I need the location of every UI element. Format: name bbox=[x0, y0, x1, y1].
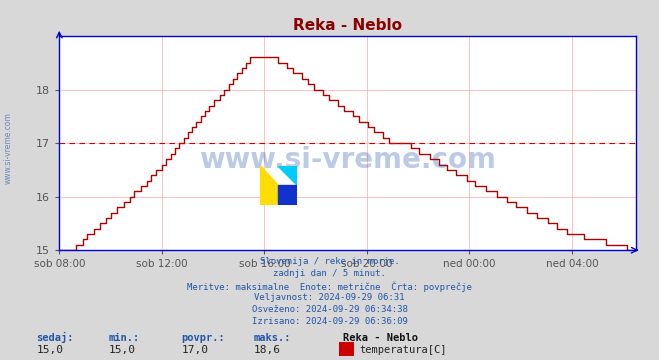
Text: povpr.:: povpr.: bbox=[181, 333, 225, 343]
Text: Veljavnost: 2024-09-29 06:31: Veljavnost: 2024-09-29 06:31 bbox=[254, 293, 405, 302]
Text: Osveženo: 2024-09-29 06:34:38: Osveženo: 2024-09-29 06:34:38 bbox=[252, 305, 407, 314]
Text: 17,0: 17,0 bbox=[181, 345, 208, 355]
Title: Reka - Neblo: Reka - Neblo bbox=[293, 18, 402, 33]
Text: www.si-vreme.com: www.si-vreme.com bbox=[4, 112, 13, 184]
Text: maks.:: maks.: bbox=[254, 333, 291, 343]
Text: zadnji dan / 5 minut.: zadnji dan / 5 minut. bbox=[273, 269, 386, 278]
Text: Slovenija / reke in morje.: Slovenija / reke in morje. bbox=[260, 257, 399, 266]
Text: sedaj:: sedaj: bbox=[36, 332, 74, 343]
Text: Izrisano: 2024-09-29 06:36:09: Izrisano: 2024-09-29 06:36:09 bbox=[252, 317, 407, 326]
Text: temperatura[C]: temperatura[C] bbox=[359, 345, 447, 355]
Text: www.si-vreme.com: www.si-vreme.com bbox=[199, 146, 496, 174]
Polygon shape bbox=[279, 166, 297, 185]
Text: Meritve: maksimalne  Enote: metrične  Črta: povprečje: Meritve: maksimalne Enote: metrične Črta… bbox=[187, 281, 472, 292]
Text: 15,0: 15,0 bbox=[109, 345, 136, 355]
Text: 18,6: 18,6 bbox=[254, 345, 281, 355]
Text: Reka - Neblo: Reka - Neblo bbox=[343, 333, 418, 343]
Text: min.:: min.: bbox=[109, 333, 140, 343]
Polygon shape bbox=[279, 185, 297, 205]
Polygon shape bbox=[260, 166, 297, 205]
Text: 15,0: 15,0 bbox=[36, 345, 63, 355]
